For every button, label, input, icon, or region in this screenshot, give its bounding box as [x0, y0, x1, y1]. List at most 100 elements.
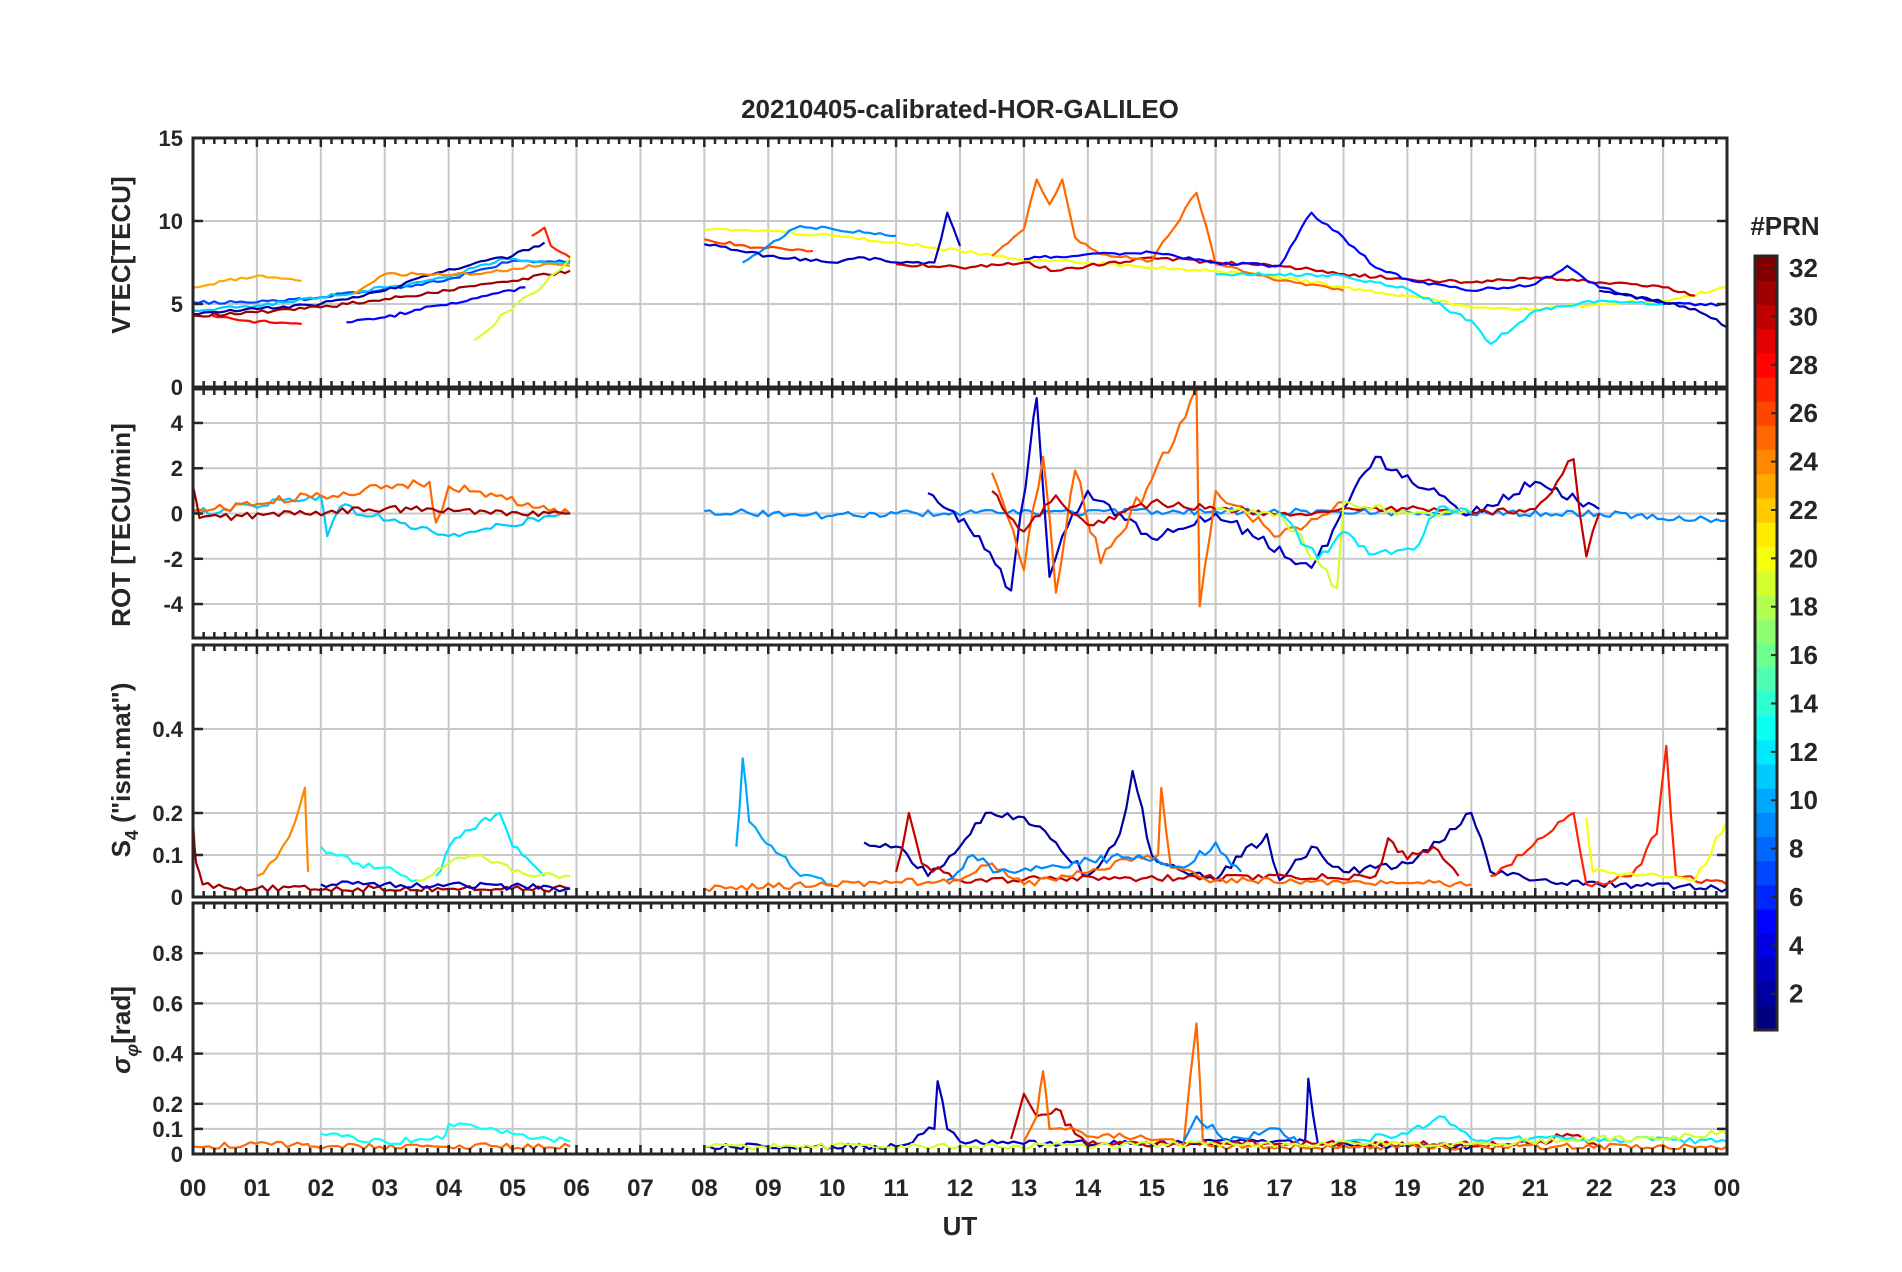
series-line-prn-31 [191, 486, 571, 521]
x-tick-label: 20 [1458, 1175, 1485, 1202]
y-axis-label-sub: φ [122, 1044, 142, 1057]
series-line-prn-12 [1215, 271, 1664, 345]
colorbar-segment [1755, 909, 1777, 934]
colorbar-tick-label: 4 [1789, 930, 1804, 960]
series-line-prn-13 [320, 1122, 571, 1146]
colorbar-tick-label: 30 [1789, 301, 1818, 331]
panel-frame [191, 901, 1729, 1156]
x-tick-label: 02 [307, 1175, 334, 1202]
series-group [192, 178, 1728, 345]
x-tick-label: 11 [883, 1175, 908, 1202]
series-line-prn-2 [863, 769, 1728, 893]
x-tick-label: 19 [1394, 1175, 1421, 1202]
y-axis-label-sub: 4 [122, 830, 142, 840]
series-line-prn-31 [192, 269, 571, 318]
y-axis-label: σφ[rad] [106, 986, 142, 1074]
colorbar-segment [1755, 280, 1777, 305]
x-tick-label: 16 [1202, 1175, 1229, 1202]
series-line-prn-27 [531, 226, 571, 259]
series-line-prn-25 [1022, 1022, 1728, 1151]
colorbar-segment [1755, 473, 1777, 499]
y-axis-label-rest: ("ism.mat") [106, 683, 136, 830]
colorbar-segment [1755, 256, 1777, 281]
colorbar-segment [1755, 376, 1777, 402]
colorbar-segment [1755, 570, 1777, 596]
y-tick-label: 0 [171, 885, 183, 910]
series-line-prn-23 [192, 274, 302, 289]
colorbar-segment [1755, 715, 1777, 741]
colorbar-segment [1755, 449, 1777, 475]
x-tick-label: 05 [499, 1175, 526, 1202]
colorbar-segment [1755, 304, 1777, 330]
colorbar-tick-label: 10 [1789, 785, 1818, 815]
y-tick-label: 10 [159, 209, 183, 234]
colorbar-tick-label: 22 [1789, 495, 1818, 525]
y-tick-label: 0.4 [152, 717, 183, 742]
y-axis-label: S4 ("ism.mat") [106, 683, 142, 858]
grid [192, 903, 1728, 1154]
series-line-prn-25 [192, 479, 571, 524]
colorbar-segment [1755, 643, 1777, 668]
x-tick-label: 13 [1011, 1175, 1038, 1202]
x-axis-label: UT [943, 1211, 978, 1241]
colorbar-segment [1755, 788, 1777, 813]
x-tick-label: 12 [947, 1175, 974, 1202]
series-line-prn-3 [704, 211, 962, 265]
series-line-prn-2 [192, 241, 546, 316]
y-tick-label: 0.4 [152, 1042, 183, 1067]
colorbar-segment [1755, 957, 1777, 983]
x-tick-label: 18 [1330, 1175, 1357, 1202]
series-line-prn-9 [704, 507, 1728, 524]
colorbar-tick-label: 26 [1789, 398, 1818, 428]
series-line-prn-5 [1023, 211, 1728, 307]
colorbar-segment [1755, 933, 1777, 959]
panel-frame [191, 643, 1729, 899]
panel-frame [191, 136, 1729, 389]
colorbar-segment [1755, 667, 1777, 692]
x-tick-label: 21 [1522, 1175, 1549, 1202]
grid [192, 645, 1728, 897]
colorbar-segment [1755, 425, 1777, 451]
series-line-prn-9 [946, 841, 1243, 882]
x-tick-label: 06 [563, 1175, 590, 1202]
colorbar-segment [1755, 860, 1777, 886]
colorbar-tick-label: 16 [1789, 640, 1818, 670]
series-line-prn-9 [742, 224, 897, 264]
colorbar-tick-label: 12 [1789, 737, 1818, 767]
colorbar-segment [1755, 522, 1777, 547]
colorbar-segment [1755, 884, 1777, 910]
panel-rot: -4 -2 0 2 4 ROT [TECU/min] [106, 387, 1729, 640]
y-axis-label-rest: [rad] [106, 986, 136, 1044]
series-line-prn-27 [1490, 744, 1728, 888]
colorbar-segment [1755, 812, 1777, 838]
series-group [192, 1022, 1728, 1151]
series-line-prn-10 [735, 757, 833, 886]
y-tick-label: 0.6 [152, 991, 183, 1016]
x-tick-label: 15 [1138, 1175, 1165, 1202]
colorbar-segment [1755, 546, 1777, 572]
series-line-prn-2 [1598, 289, 1728, 329]
series-line-prn-20 [1585, 817, 1729, 882]
y-tick-label: -2 [163, 547, 183, 572]
y-tick-label: 4 [171, 411, 184, 436]
colorbar-tick-label: 20 [1789, 543, 1818, 573]
y-tick-label: 5 [171, 292, 183, 317]
series-line-prn-28 [211, 314, 302, 325]
panel-s4: 0 0.1 0.2 0.4 S4 ("ism.mat") [106, 643, 1729, 910]
y-axis-label: ROT [TECU/min] [106, 423, 136, 627]
series-line-prn-25 [990, 387, 1344, 608]
y-tick-label: 0.2 [152, 801, 183, 826]
figure-title: 20210405-calibrated-HOR-GALILEO [741, 94, 1179, 124]
x-tick-labels: 00 01 02 03 04 05 06 07 08 09 10 11 12 13 14 15 16 17 18 19… [180, 1175, 1741, 1202]
x-tick-label: 07 [627, 1175, 654, 1202]
series-group [191, 387, 1728, 608]
colorbar-segment [1755, 763, 1777, 789]
y-tick-label: 15 [159, 126, 183, 151]
series-line-prn-9 [1182, 1115, 1300, 1145]
x-tick-label: 01 [244, 1175, 271, 1202]
x-tick-label: 09 [755, 1175, 782, 1202]
series-line-prn-25 [703, 786, 1472, 893]
colorbar-segment [1755, 401, 1777, 426]
